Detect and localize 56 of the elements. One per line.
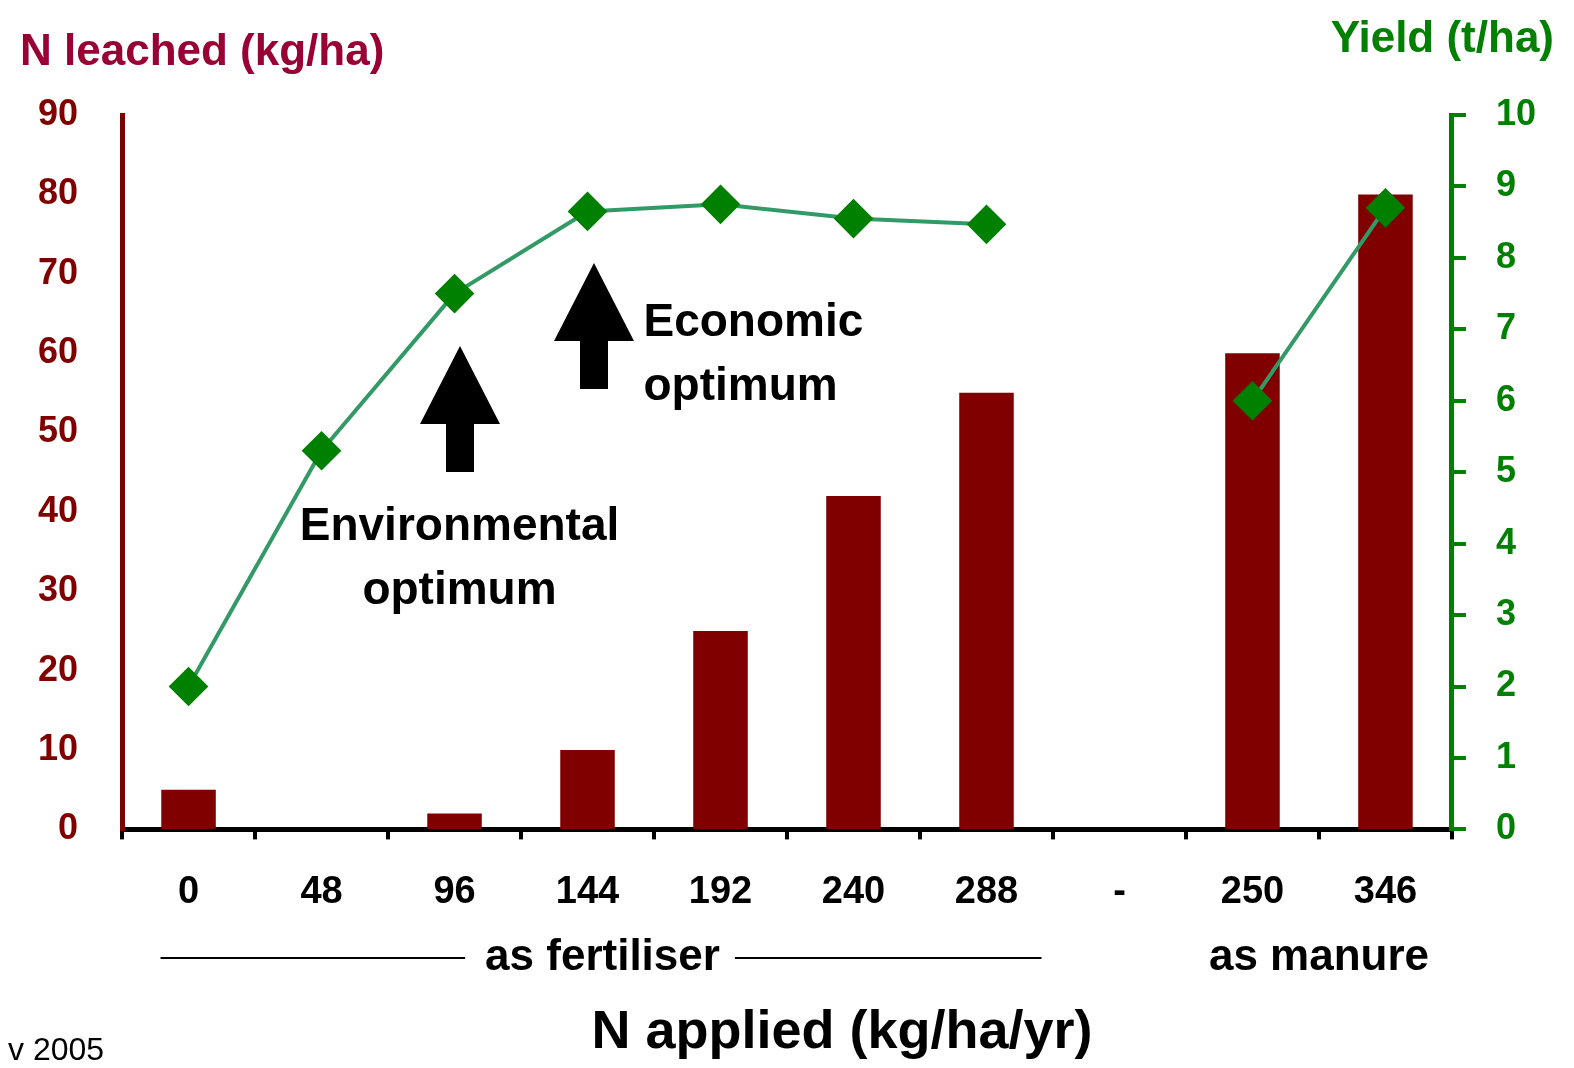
- bar: [560, 750, 615, 830]
- x-tick-label: 192: [688, 868, 753, 911]
- x-tick-label: 96: [433, 868, 476, 911]
- y2-tick-label: 5: [1495, 449, 1516, 491]
- y2-tick-label: 1: [1495, 734, 1516, 776]
- point: [967, 205, 1006, 244]
- y-tick-label: 40: [38, 488, 79, 530]
- x-tick-label: 144: [555, 868, 620, 911]
- y-tick-label: 30: [38, 568, 79, 610]
- x-tick-label: 48: [300, 868, 343, 911]
- y2-tick-label: 3: [1495, 592, 1516, 633]
- x-tick-label: 250: [1220, 868, 1285, 911]
- y-tick-label: 60: [38, 330, 79, 372]
- y-tick-label: 20: [38, 647, 79, 689]
- y2-tick-label: 8: [1495, 234, 1516, 276]
- y2-tick-label: 2: [1495, 663, 1516, 705]
- point: [1233, 381, 1272, 420]
- point: [435, 274, 474, 313]
- y-tick-label: 0: [58, 806, 79, 848]
- bar: [826, 496, 881, 830]
- y2-tick-label: 4: [1495, 520, 1516, 562]
- point: [302, 431, 341, 470]
- annotation: Economic optimum: [643, 293, 864, 413]
- x-tick-label: -: [1113, 868, 1126, 911]
- y-tick-label: 70: [38, 250, 79, 292]
- bar: [693, 630, 748, 830]
- text: as fertiliser: [485, 930, 720, 980]
- bar: [161, 789, 216, 830]
- y-tick-label: 80: [38, 171, 79, 213]
- point: [834, 199, 873, 238]
- y2-tick-label: 10: [1495, 91, 1536, 133]
- y-axis-title: N leached (kg/ha): [20, 25, 385, 75]
- y-tick-label: 10: [38, 726, 79, 768]
- y-tick-label: 90: [38, 91, 79, 133]
- point: [1366, 188, 1405, 227]
- bar: [959, 392, 1014, 830]
- bar: [427, 813, 482, 830]
- y2-axis-title: Yield (t/ha): [1330, 12, 1554, 62]
- y2-tick-label: 9: [1495, 163, 1516, 205]
- x-tick-label: 288: [954, 868, 1019, 911]
- x-tick-label: 0: [177, 868, 200, 911]
- x-tick-label: 240: [821, 868, 886, 911]
- bar: [1358, 194, 1413, 830]
- x-axis-title: N applied (kg/ha/yr): [591, 998, 1093, 1059]
- x-tick-label: 346: [1353, 868, 1418, 911]
- y-tick-label: 50: [38, 409, 79, 451]
- point: [568, 192, 607, 231]
- y2-tick-label: 6: [1495, 377, 1516, 419]
- text: as manure: [1208, 930, 1430, 980]
- point: [701, 185, 740, 224]
- point: [169, 667, 208, 706]
- bar: [1225, 353, 1280, 830]
- y2-tick-label: 7: [1495, 306, 1516, 348]
- text: v 2005: [8, 1030, 105, 1067]
- annotation: Environmental optimum: [298, 496, 621, 616]
- y2-tick-label: 0: [1495, 806, 1516, 848]
